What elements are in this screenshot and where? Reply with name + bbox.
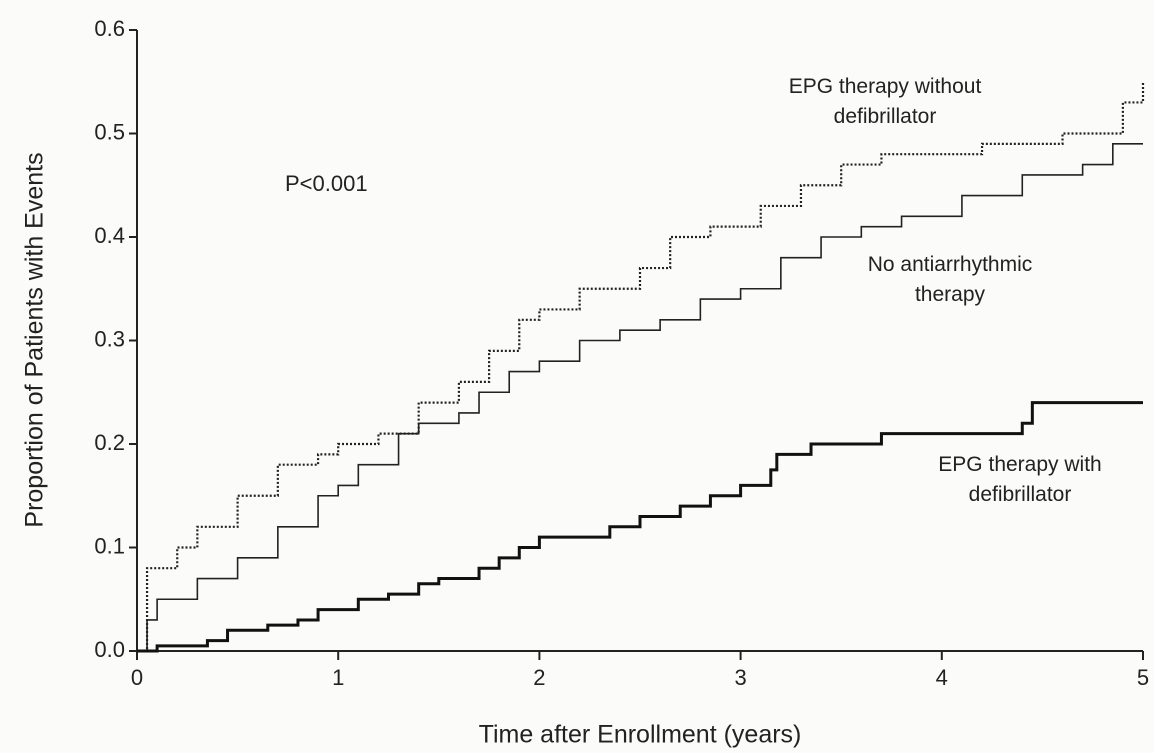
x-tick-label: 2 xyxy=(533,665,545,690)
y-tick-label: 0.2 xyxy=(94,430,125,455)
y-tick-label: 0.1 xyxy=(94,533,125,558)
y-tick-label: 0.6 xyxy=(94,16,125,41)
series-label: EPG therapy without defibrillator xyxy=(788,75,982,128)
x-axis-title: Time after Enrollment (years) xyxy=(479,721,802,749)
annotation: P<0.001 xyxy=(285,171,368,196)
x-tick-label: 0 xyxy=(131,665,143,690)
y-tick-label: 0.3 xyxy=(94,326,125,351)
x-tick-label: 3 xyxy=(734,665,746,690)
series-label: No antiarrhythmic therapy xyxy=(867,253,1033,306)
y-tick-label: 0.5 xyxy=(94,119,125,144)
x-tick-label: 1 xyxy=(332,665,344,690)
y-tick-label: 0.0 xyxy=(94,637,125,662)
x-tick-label: 5 xyxy=(1137,665,1149,690)
step-line xyxy=(137,401,1143,653)
series-label: EPG therapy with defibrillator xyxy=(938,453,1102,506)
x-tick-label: 4 xyxy=(936,665,948,690)
step-line xyxy=(137,143,1143,652)
step-line xyxy=(137,81,1145,653)
y-axis-title: Proportion of Patients with Events xyxy=(21,152,49,527)
y-tick-label: 0.4 xyxy=(94,223,125,248)
